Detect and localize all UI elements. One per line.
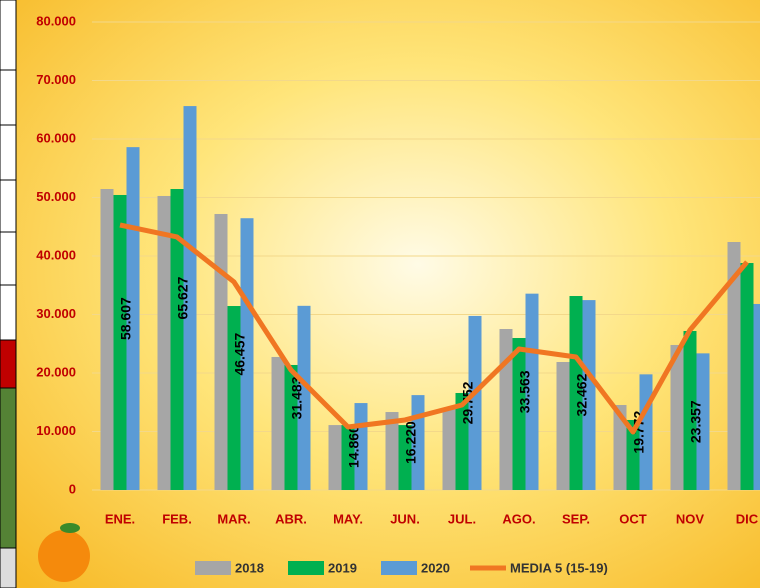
legend-swatch [288, 561, 324, 575]
y-tick-label: 0 [69, 481, 76, 496]
x-tick-label: JUN. [390, 511, 420, 526]
bar [272, 357, 285, 490]
y-tick-label: 30.000 [36, 306, 76, 321]
value-label: 46.457 [232, 332, 248, 375]
chart: 0 10.000 20.000 30.000 40.000 50.000 60.000 70.… [0, 0, 760, 588]
x-tick-label: FEB. [162, 511, 192, 526]
y-tick-label: 80.000 [36, 13, 76, 28]
bar [500, 329, 513, 490]
value-label: 65.627 [175, 276, 191, 319]
x-tick-label: DIC [736, 511, 759, 526]
y-tick-label: 60.000 [36, 130, 76, 145]
legend-label: 2019 [328, 560, 357, 575]
value-label: 58.607 [118, 297, 134, 340]
legend-label: 2020 [421, 560, 450, 575]
bar [741, 263, 754, 490]
y-tick-label: 40.000 [36, 247, 76, 262]
bar [158, 196, 171, 490]
value-label: 14.860 [346, 425, 362, 468]
value-label: 23.357 [688, 400, 704, 443]
x-tick-label: JUL. [448, 511, 476, 526]
x-tick-label: OCT [619, 511, 647, 526]
bar [101, 189, 114, 490]
x-tick-label: ENE. [105, 511, 135, 526]
legend-label: 2018 [235, 560, 264, 575]
bar [443, 408, 456, 490]
x-tick-label: MAR. [217, 511, 250, 526]
value-label: 32.462 [574, 373, 590, 416]
x-tick-label: ABR. [275, 511, 307, 526]
legend-label: MEDIA 5 (15-19) [510, 560, 608, 575]
y-tick-label: 20.000 [36, 364, 76, 379]
x-tick-label: AGO. [502, 511, 535, 526]
x-tick-label: MAY. [333, 511, 363, 526]
legend-swatch [195, 561, 231, 575]
y-tick-label: 50.000 [36, 189, 76, 204]
bar [671, 345, 684, 490]
y-tick-label: 70.000 [36, 72, 76, 87]
bar [329, 425, 342, 490]
x-tick-label: SEP. [562, 511, 590, 526]
value-label: 33.563 [517, 370, 533, 413]
cropped-table [0, 0, 16, 588]
y-tick-label: 10.000 [36, 423, 76, 438]
x-tick-label: NOV [676, 511, 705, 526]
legend-swatch [381, 561, 417, 575]
bar [215, 214, 228, 490]
value-label: 16.220 [403, 421, 419, 464]
bar [557, 362, 570, 490]
bar [754, 304, 760, 490]
bar [114, 195, 127, 490]
